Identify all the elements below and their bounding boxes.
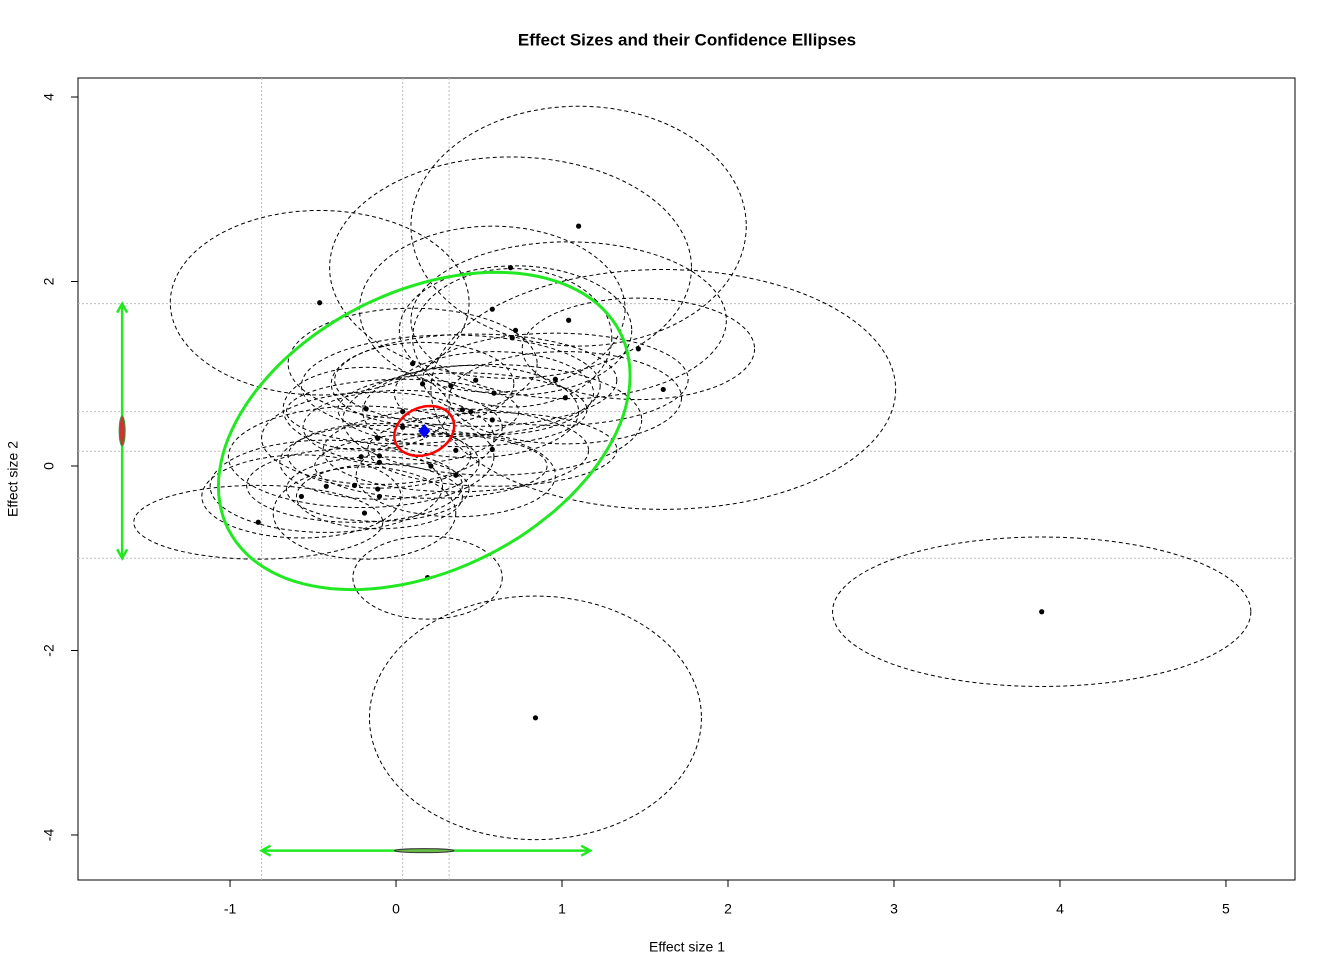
confidence-ellipse xyxy=(261,391,495,485)
x-axis-label: Effect size 1 xyxy=(649,939,725,955)
study-point xyxy=(1039,609,1045,615)
study-point xyxy=(428,463,434,469)
study-point xyxy=(468,408,474,415)
confidence-ellipse xyxy=(272,466,457,560)
confidence-ellipse xyxy=(295,463,463,530)
confidence-ellipse xyxy=(832,536,1252,687)
study-point xyxy=(400,424,406,430)
confidence-ellipse xyxy=(169,209,470,396)
y-tick-label: -2 xyxy=(41,644,57,657)
study-point xyxy=(489,446,495,452)
summary-ci-ellipse xyxy=(393,404,456,458)
confidence-ellipse xyxy=(448,351,683,445)
study-point xyxy=(635,346,641,352)
study-point xyxy=(298,493,305,500)
study-point xyxy=(419,381,426,387)
confidence-ellipse xyxy=(334,333,618,427)
y-tick-label: 2 xyxy=(41,277,57,285)
study-point xyxy=(459,407,466,413)
confidence-ellipse xyxy=(430,269,897,510)
x-tick-label: -1 xyxy=(224,901,237,917)
summary-point xyxy=(418,423,431,438)
confidence-ellipse xyxy=(287,307,538,420)
study-point xyxy=(317,300,323,306)
x-tick-label: 3 xyxy=(890,901,898,917)
x-tick-label: 0 xyxy=(392,901,400,917)
confidence-ellipse xyxy=(279,424,480,500)
confidence-ellipse xyxy=(285,456,470,522)
confidence-ellipse xyxy=(302,389,503,465)
confidence-ellipse xyxy=(367,411,618,487)
study-point xyxy=(660,386,666,393)
summary-ci-y xyxy=(118,415,126,447)
study-point xyxy=(375,486,381,492)
study-point xyxy=(566,317,572,323)
confidence-ellipse xyxy=(337,372,588,448)
study-point xyxy=(576,223,582,229)
study-point xyxy=(453,447,459,453)
plot-frame xyxy=(77,77,1296,881)
confidence-ellipse xyxy=(368,595,702,841)
y-tick-label: -4 xyxy=(41,829,57,842)
study-point xyxy=(552,376,558,382)
confidence-ellipse xyxy=(362,364,580,459)
study-point xyxy=(375,435,381,441)
confidence-ellipse xyxy=(227,405,495,509)
study-point xyxy=(255,519,261,525)
study-point xyxy=(351,482,358,488)
study-point xyxy=(448,383,454,389)
confidence-ellipse xyxy=(521,297,756,401)
confidence-ellipse xyxy=(410,241,727,400)
x-tick-label: 5 xyxy=(1222,901,1230,917)
study-point xyxy=(361,510,368,516)
study-point xyxy=(376,459,383,465)
study-point xyxy=(453,472,459,478)
study-point xyxy=(363,406,369,412)
confidence-ellipse xyxy=(285,378,520,445)
study-point xyxy=(512,327,519,333)
confidence-ellipse xyxy=(393,351,595,436)
x-tick-label: 1 xyxy=(558,901,566,917)
study-point xyxy=(489,417,495,423)
study-point xyxy=(400,408,406,415)
confidence-ellipse xyxy=(201,454,402,539)
study-point xyxy=(507,265,514,271)
study-point xyxy=(376,493,383,500)
study-point xyxy=(323,483,329,489)
x-tick-label: 2 xyxy=(724,901,732,917)
confidence-ellipse xyxy=(352,535,503,620)
confidence-ellipse xyxy=(410,105,747,347)
confidence-ellipse xyxy=(329,156,692,379)
confidence-ellipse xyxy=(133,484,384,560)
study-point xyxy=(376,453,383,459)
study-point xyxy=(410,360,416,367)
confidence-ellipse xyxy=(398,265,633,396)
study-point xyxy=(562,395,568,401)
x-tick-label: 4 xyxy=(1056,901,1064,917)
study-point xyxy=(489,306,495,312)
y-tick-label: 0 xyxy=(41,462,57,470)
study-point xyxy=(509,335,515,341)
study-point xyxy=(473,377,479,383)
arrow-head xyxy=(116,301,129,561)
arrow-head xyxy=(259,844,593,857)
y-tick-label: 4 xyxy=(41,93,57,101)
confidence-ellipse xyxy=(342,364,643,476)
confidence-ellipse xyxy=(322,408,590,493)
confidence-ellipse xyxy=(209,439,444,533)
confidence-ellipse xyxy=(282,366,450,451)
confidence-ellipse xyxy=(314,433,548,499)
confidence-ellipse xyxy=(330,341,515,426)
study-point xyxy=(532,715,539,721)
study-point xyxy=(358,454,364,460)
study-point xyxy=(491,390,497,396)
confidence-ellipse xyxy=(246,447,463,523)
chart-title: Effect Sizes and their Confidence Ellips… xyxy=(518,30,856,49)
prediction-ellipse xyxy=(216,270,632,592)
summary-ci-x xyxy=(393,848,455,854)
y-axis-label: Effect size 2 xyxy=(5,441,21,517)
confidence-ellipse xyxy=(422,332,689,426)
